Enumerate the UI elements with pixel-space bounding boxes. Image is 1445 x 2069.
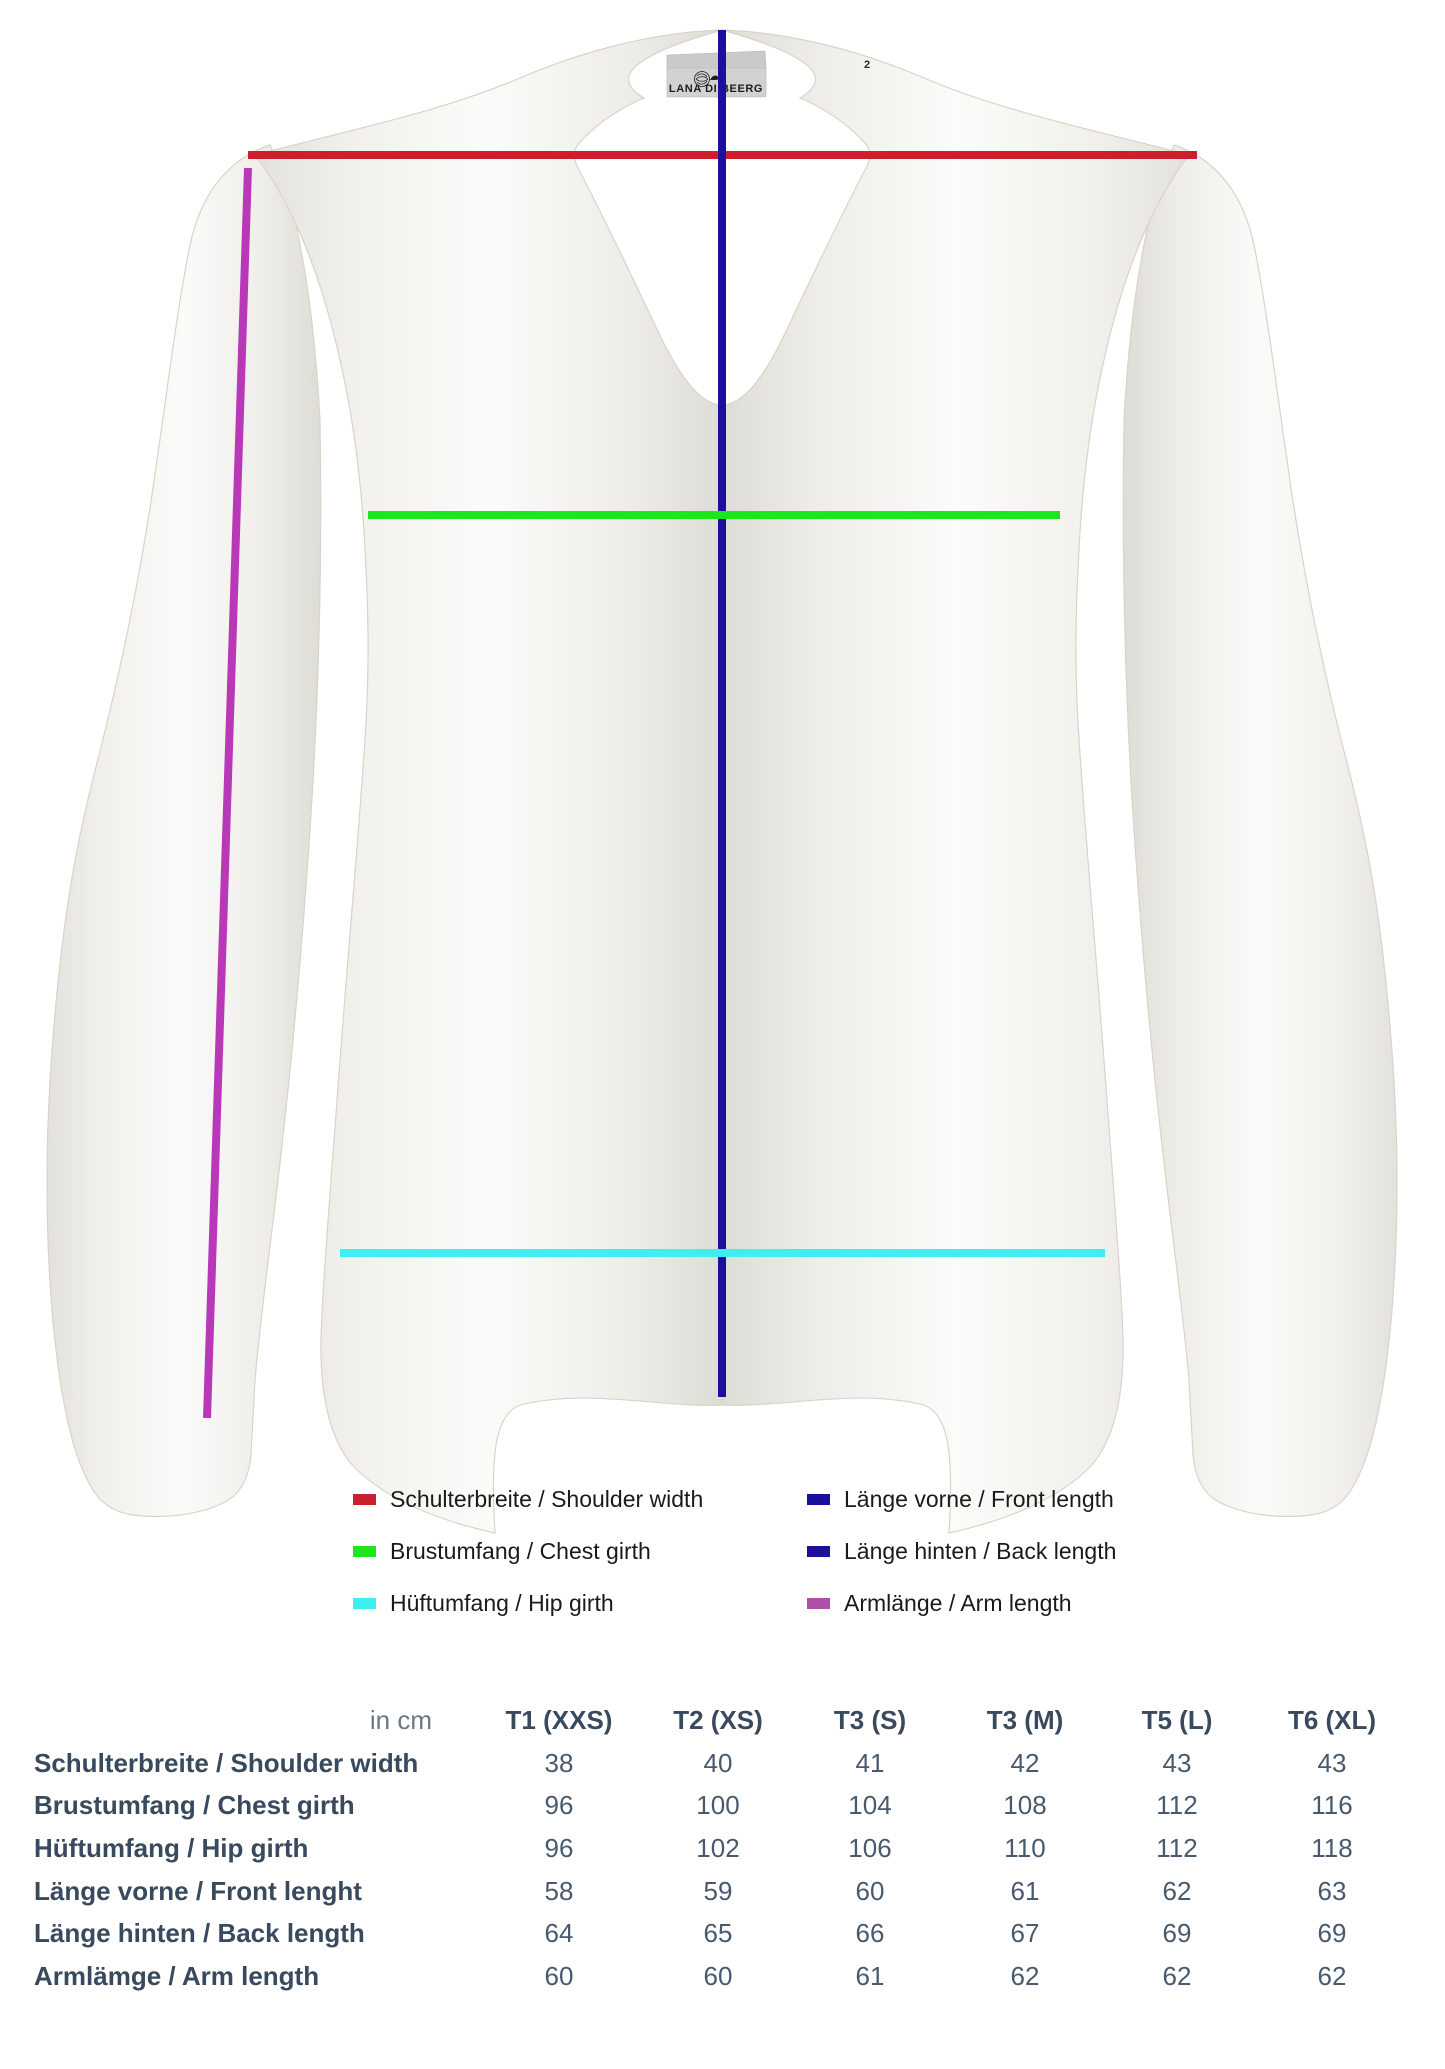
svg-text:2: 2	[864, 59, 870, 71]
svg-text:LANA DI BEERG: LANA DI BEERG	[669, 83, 763, 95]
